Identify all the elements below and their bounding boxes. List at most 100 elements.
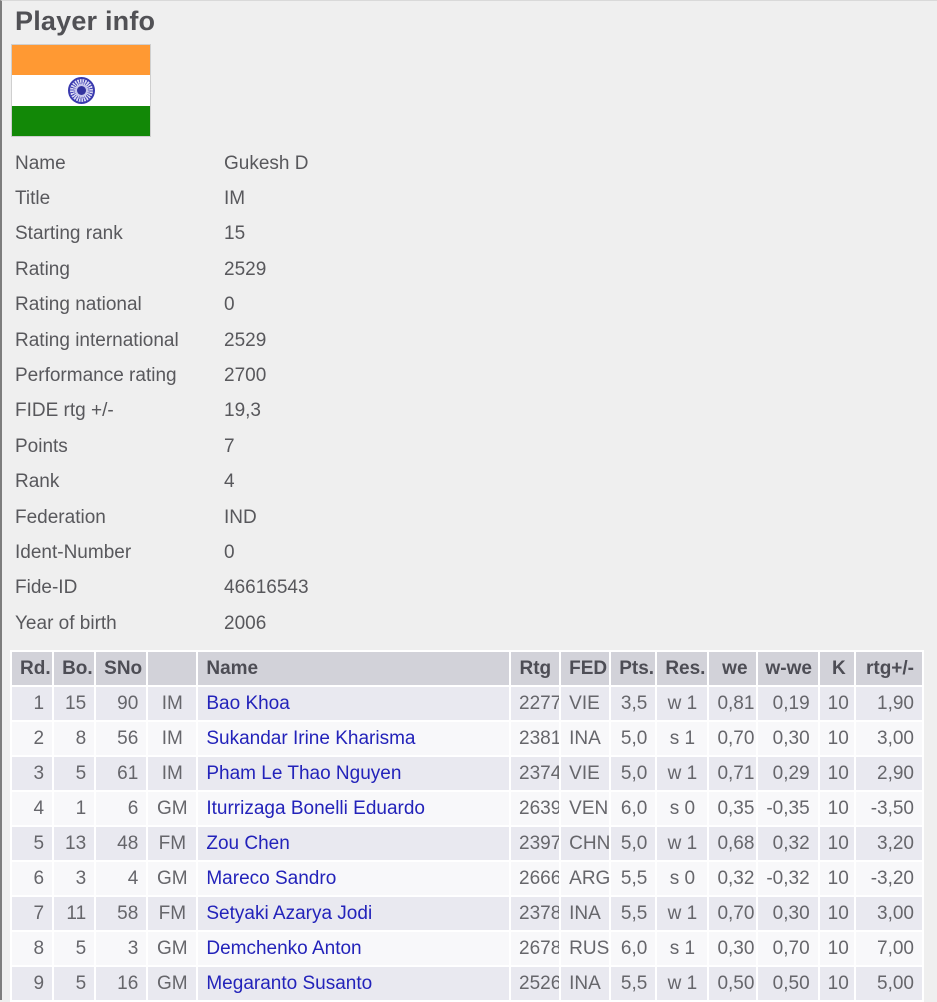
title-cell: FM	[148, 897, 197, 931]
detail-value: IND	[224, 506, 257, 528]
opponent-name-link[interactable]: Iturrizaga Bonelli Eduardo	[206, 797, 425, 819]
result-row: 2 8 56 IM Sukandar Irine Kharisma 2381 I…	[12, 722, 922, 756]
player-detail-row: Fide-ID 46616543	[15, 571, 937, 606]
board-cell: 5	[54, 967, 95, 1001]
k-factor-cell: 10	[819, 792, 854, 826]
opponent-name-link[interactable]: Mareco Sandro	[206, 867, 337, 889]
detail-label: Rating national	[15, 294, 142, 316]
result-row: 3 5 61 IM Pham Le Thao Nguyen 2374 VIE 5…	[12, 757, 922, 791]
opponent-name-link[interactable]: Zou Chen	[206, 832, 290, 854]
board-cell: 13	[54, 827, 95, 861]
detail-value: 7	[224, 435, 235, 457]
detail-label: Points	[15, 435, 68, 457]
start-number-cell: 3	[96, 932, 147, 966]
player-detail-row: Rating international 2529	[15, 323, 937, 358]
round-cell: 1	[12, 687, 53, 721]
opponent-name-cell: Zou Chen	[198, 827, 510, 861]
result-row: 9 5 16 GM Megaranto Susanto 2526 INA 5,5…	[12, 967, 922, 1001]
result-row: 5 13 48 FM Zou Chen 2397 CHN 5,0 w 1 0,6…	[12, 827, 922, 861]
detail-value: 19,3	[224, 400, 261, 422]
player-detail-row: Starting rank 15	[15, 217, 937, 252]
opponent-name-cell: Pham Le Thao Nguyen	[198, 757, 510, 791]
flag-green-band	[12, 105, 150, 136]
start-number-cell: 90	[96, 687, 147, 721]
w-we-cell: 0,70	[757, 932, 818, 966]
detail-label: Federation	[15, 506, 106, 528]
rating-cell: 2639	[511, 792, 560, 826]
title-cell: GM	[148, 862, 197, 896]
round-cell: 6	[12, 862, 53, 896]
we-cell: 0,50	[709, 967, 756, 1001]
opponent-name-link[interactable]: Megaranto Susanto	[206, 972, 373, 994]
detail-value: IM	[224, 188, 246, 210]
detail-value: 46616543	[224, 577, 309, 599]
federation-cell: CHN	[561, 827, 610, 861]
player-details: Name Gukesh D Title IM Starting rank 15 …	[15, 146, 937, 641]
result-row: 4 1 6 GM Iturrizaga Bonelli Eduardo 2639…	[12, 792, 922, 826]
board-cell: 1	[54, 792, 95, 826]
player-detail-row: Performance rating 2700	[15, 358, 937, 393]
k-factor-cell: 10	[819, 967, 854, 1001]
round-cell: 3	[12, 757, 53, 791]
points-cell: 5,0	[611, 722, 656, 756]
w-we-cell: 0,29	[757, 757, 818, 791]
header-result: Res.	[657, 652, 708, 686]
title-cell: GM	[148, 792, 197, 826]
we-cell: 0,81	[709, 687, 756, 721]
opponent-name-link[interactable]: Setyaki Azarya Jodi	[206, 902, 373, 924]
detail-label: Performance rating	[15, 365, 177, 387]
k-factor-cell: 10	[819, 827, 854, 861]
start-number-cell: 4	[96, 862, 147, 896]
title-cell: GM	[148, 967, 197, 1001]
rating-change-cell: -3,20	[855, 862, 922, 896]
opponent-name-cell: Bao Khoa	[198, 687, 510, 721]
player-detail-row: Federation IND	[15, 500, 937, 535]
opponent-name-link[interactable]: Pham Le Thao Nguyen	[206, 762, 402, 784]
player-detail-row: Points 7	[15, 429, 937, 464]
we-cell: 0,32	[709, 862, 756, 896]
player-detail-row: Year of birth 2006	[15, 606, 937, 641]
detail-label: Rank	[15, 471, 60, 493]
header-rating: Rtg	[511, 652, 560, 686]
header-name: Name	[198, 652, 510, 686]
detail-value: 0	[224, 541, 235, 563]
opponent-name-link[interactable]: Sukandar Irine Kharisma	[206, 727, 416, 749]
player-detail-row: Rating 2529	[15, 252, 937, 287]
federation-cell: ARG	[561, 862, 610, 896]
detail-value: 2529	[224, 258, 267, 280]
opponent-name-link[interactable]: Demchenko Anton	[206, 937, 362, 959]
federation-cell: VEN	[561, 792, 610, 826]
w-we-cell: -0,32	[757, 862, 818, 896]
we-cell: 0,70	[709, 722, 756, 756]
points-cell: 5,0	[611, 757, 656, 791]
rating-change-cell: 2,90	[855, 757, 922, 791]
points-cell: 3,5	[611, 687, 656, 721]
round-cell: 5	[12, 827, 53, 861]
federation-cell: INA	[561, 722, 610, 756]
opponent-name-cell: Megaranto Susanto	[198, 967, 510, 1001]
result-cell: w 1	[657, 687, 708, 721]
title-cell: IM	[148, 757, 197, 791]
rating-cell: 2397	[511, 827, 560, 861]
board-cell: 15	[54, 687, 95, 721]
result-cell: w 1	[657, 757, 708, 791]
header-rating-change: rtg+/-	[855, 652, 922, 686]
points-cell: 6,0	[611, 932, 656, 966]
detail-label: Name	[15, 152, 66, 174]
opponent-name-link[interactable]: Bao Khoa	[206, 692, 290, 714]
result-cell: s 0	[657, 792, 708, 826]
header-w-we: w-we	[757, 652, 818, 686]
we-cell: 0,30	[709, 932, 756, 966]
round-cell: 2	[12, 722, 53, 756]
opponent-name-cell: Demchenko Anton	[198, 932, 510, 966]
player-detail-row: Rating national 0	[15, 288, 937, 323]
player-detail-row: Title IM	[15, 181, 937, 216]
points-cell: 6,0	[611, 792, 656, 826]
player-detail-row: Rank 4	[15, 465, 937, 500]
result-row: 7 11 58 FM Setyaki Azarya Jodi 2378 INA …	[12, 897, 922, 931]
detail-value: 2006	[224, 612, 267, 634]
k-factor-cell: 10	[819, 897, 854, 931]
title-cell: FM	[148, 827, 197, 861]
results-table: Rd. Bo. SNo Name Rtg FED Pts. Res. we w-…	[10, 650, 924, 1002]
